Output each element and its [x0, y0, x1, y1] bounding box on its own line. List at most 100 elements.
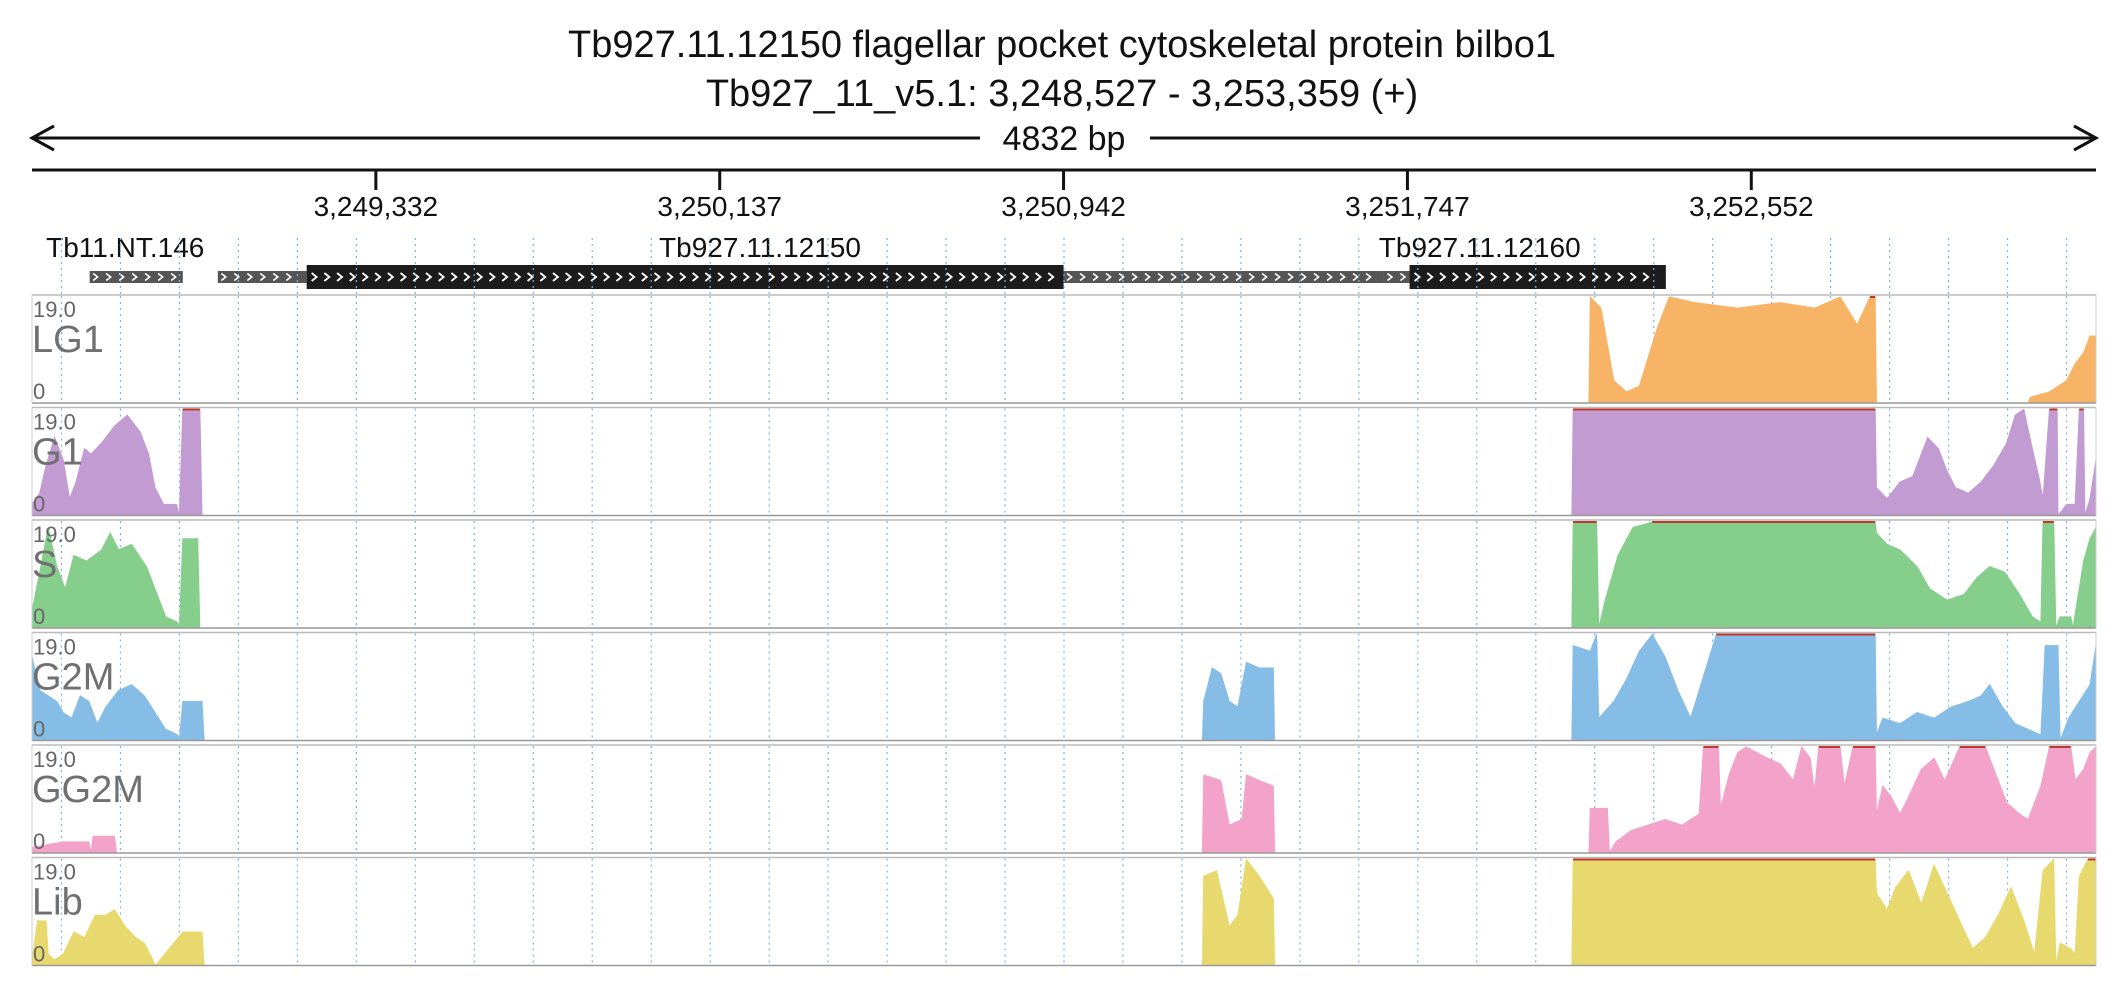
strand-chevron [1034, 272, 1042, 282]
span-arrow: 4832 bp [28, 120, 2100, 158]
strand-chevron [1426, 272, 1434, 282]
strand-chevron [577, 272, 585, 282]
strand-chevron [1591, 272, 1599, 282]
strand-chevron [157, 272, 164, 282]
strand-chevron [1541, 272, 1549, 282]
strand-chevron [1196, 272, 1203, 282]
strand-chevron [793, 272, 801, 282]
strand-chevron [666, 272, 674, 282]
strand-chevron [641, 272, 649, 282]
strand-chevron [1414, 272, 1422, 282]
track-name-label: LG1 [32, 319, 104, 361]
coverage-tracks: 19.0LG1019.0G1019.0S019.0G2M019.0GG2M019… [31, 294, 2097, 967]
strand-chevron [1274, 272, 1281, 282]
track-name-label: G2M [32, 657, 114, 699]
strand-chevron [1222, 272, 1229, 282]
strand-chevron [1642, 272, 1650, 282]
strand-chevron [246, 272, 254, 282]
track-ymin-label: 0 [33, 829, 45, 854]
strand-chevron [653, 272, 661, 282]
strand-chevron [387, 272, 395, 282]
strand-chevron [1183, 272, 1190, 282]
strand-chevron [1399, 272, 1407, 282]
strand-chevron [831, 272, 839, 282]
strand-chevron [450, 272, 458, 282]
strand-chevron [882, 272, 890, 282]
strand-chevron [1604, 272, 1612, 282]
strand-chevron [1300, 272, 1307, 282]
strand-chevron [780, 272, 788, 282]
gene-label: Tb11.NT.146 [46, 232, 204, 263]
strand-chevron [1144, 272, 1151, 282]
strand-chevron [984, 272, 992, 282]
track-ymin-label: 0 [33, 604, 45, 629]
utr-bar [1063, 271, 1384, 283]
gene-feature[interactable]: Tb927.11.12160 [1379, 232, 1666, 289]
strand-chevron [476, 272, 484, 282]
strand-chevron [603, 272, 611, 282]
track-ymax-label: 19.0 [33, 635, 76, 660]
strand-chevron [1079, 272, 1086, 282]
strand-chevron [1617, 272, 1625, 282]
ruler-tick-label: 3,251,747 [1345, 191, 1470, 222]
coverage-area [31, 408, 2097, 517]
strand-chevron [374, 272, 382, 282]
ruler-tick-label: 3,250,137 [657, 191, 782, 222]
strand-chevron [526, 272, 534, 282]
strand-chevron [907, 272, 915, 282]
track-ymax-label: 19.0 [33, 410, 76, 435]
strand-chevron [1092, 272, 1099, 282]
coverage-area [32, 295, 2097, 404]
gene-track: Tb11.NT.146 Tb927.11.12150 Tb927.11.12160 [46, 232, 2068, 295]
strand-chevron [259, 272, 267, 282]
utr-bar [1383, 271, 1410, 283]
strand-chevron [1464, 272, 1472, 282]
strand-chevron [1326, 272, 1333, 282]
strand-chevron [946, 272, 954, 282]
strand-chevron [1118, 272, 1125, 282]
strand-chevron [1157, 272, 1164, 282]
track-ymax-label: 19.0 [33, 747, 76, 772]
gene-feature[interactable]: Tb927.11.12150 [217, 232, 1384, 289]
strand-chevron [1209, 272, 1216, 282]
strand-chevron [1528, 272, 1536, 282]
strand-chevron [336, 272, 344, 282]
ruler-tick-label: 3,249,332 [314, 191, 439, 222]
coverage-area [31, 633, 2097, 741]
ruler-tick-label: 3,250,942 [1001, 191, 1126, 222]
strand-chevron [361, 272, 369, 282]
cds-bar [1409, 265, 1666, 289]
strand-chevron [1009, 272, 1017, 282]
gene-feature[interactable]: Tb11.NT.146 [46, 232, 204, 283]
strand-chevron [692, 272, 700, 282]
strand-chevron [425, 272, 433, 282]
strand-chevron [819, 272, 827, 282]
track-ymin-label: 0 [33, 492, 45, 517]
strand-chevron [806, 272, 814, 282]
strand-chevron [1066, 272, 1073, 282]
track-ymin-label: 0 [33, 942, 45, 967]
track-ymin-label: 0 [33, 379, 45, 404]
strand-chevron [1352, 272, 1359, 282]
strand-chevron [92, 272, 99, 282]
strand-chevron [958, 272, 966, 282]
track-name-label: Lib [32, 882, 83, 924]
strand-chevron [463, 272, 471, 282]
strand-chevron [1235, 272, 1242, 282]
strand-chevron [1629, 272, 1637, 282]
strand-chevron [1553, 272, 1561, 282]
coverage-area [31, 521, 2097, 629]
locus-subtitle: Tb927_11_v5.1: 3,248,527 - 3,253,359 (+) [706, 73, 1418, 115]
span-label: 4832 bp [1003, 120, 1126, 158]
strand-chevron [1365, 272, 1372, 282]
strand-chevron [323, 272, 331, 282]
strand-chevron [1047, 272, 1055, 282]
coordinate-ruler: 3,249,332 3,250,137 3,250,942 3,251,747 3,25… [32, 168, 2096, 222]
track-ymax-label: 19.0 [33, 522, 76, 547]
strand-chevron [272, 272, 280, 282]
